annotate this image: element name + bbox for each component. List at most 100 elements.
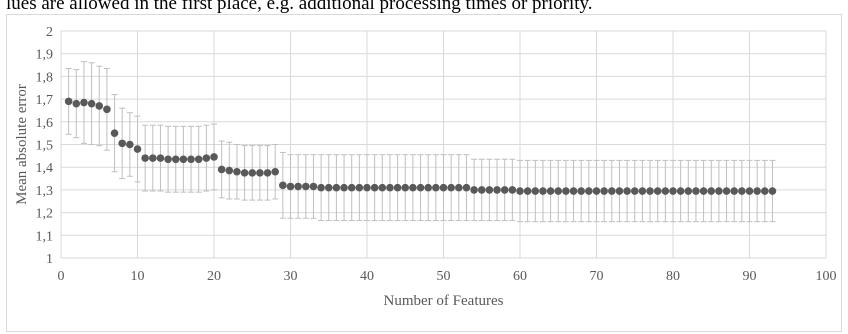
x-tick-label: 60 bbox=[513, 269, 527, 284]
data-point bbox=[707, 187, 716, 195]
data-point bbox=[240, 169, 249, 177]
data-point bbox=[477, 186, 486, 194]
data-point bbox=[110, 129, 119, 137]
data-point bbox=[133, 145, 142, 153]
data-point bbox=[546, 187, 555, 195]
data-point bbox=[156, 154, 165, 162]
error-bars bbox=[65, 61, 776, 223]
data-point bbox=[187, 155, 195, 164]
data-point bbox=[753, 187, 761, 195]
data-point bbox=[370, 183, 379, 192]
x-axis-title: Number of Features bbox=[384, 293, 504, 309]
data-point bbox=[531, 187, 540, 195]
data-point bbox=[447, 183, 455, 192]
data-point bbox=[194, 155, 203, 164]
data-point bbox=[80, 98, 88, 107]
x-tick-label: 0 bbox=[58, 269, 65, 284]
x-tick-label: 70 bbox=[590, 269, 604, 284]
data-point bbox=[722, 187, 731, 195]
data-point bbox=[462, 183, 471, 192]
data-point bbox=[286, 182, 295, 191]
y-axis-title: Mean absolute error bbox=[14, 84, 30, 205]
data-point bbox=[279, 181, 287, 190]
x-tick-label: 50 bbox=[437, 269, 451, 284]
data-point bbox=[401, 183, 410, 192]
y-tick-label: 1 bbox=[46, 252, 53, 267]
data-point bbox=[646, 187, 654, 195]
y-tick-label: 1,9 bbox=[36, 48, 54, 63]
data-point bbox=[638, 187, 647, 195]
data-point bbox=[302, 182, 310, 191]
data-point bbox=[118, 139, 126, 148]
data-point bbox=[409, 183, 417, 192]
data-point bbox=[363, 183, 371, 192]
data-point bbox=[684, 187, 693, 195]
data-point bbox=[256, 169, 264, 177]
data-point bbox=[95, 102, 104, 110]
data-point bbox=[653, 187, 662, 195]
y-axis-ticks: 1 1,1 1,2 1,3 1,4 1,5 1,6 1,7 1,8 1,9 2 bbox=[36, 25, 54, 267]
data-point bbox=[630, 187, 639, 195]
y-tick-label: 2 bbox=[46, 25, 53, 40]
data-point bbox=[455, 183, 463, 192]
data-point bbox=[715, 187, 723, 195]
data-point bbox=[500, 186, 509, 194]
x-tick-label: 100 bbox=[816, 269, 837, 284]
data-point bbox=[745, 187, 754, 195]
y-tick-label: 1,7 bbox=[36, 93, 54, 108]
data-point bbox=[569, 187, 578, 195]
data-point bbox=[87, 99, 96, 108]
data-point bbox=[347, 183, 356, 192]
data-point bbox=[608, 187, 616, 195]
data-point bbox=[493, 186, 501, 194]
x-axis-ticks: 0 10 20 30 40 50 60 70 80 90 100 bbox=[58, 269, 837, 284]
x-tick-label: 20 bbox=[207, 269, 221, 284]
data-point bbox=[615, 187, 624, 195]
data-point bbox=[126, 140, 134, 149]
data-point bbox=[317, 183, 325, 192]
data-point bbox=[248, 169, 257, 177]
x-tick-label: 80 bbox=[666, 269, 680, 284]
data-point bbox=[164, 155, 172, 164]
data-point bbox=[761, 187, 769, 195]
y-tick-label: 1,4 bbox=[36, 161, 54, 176]
data-point bbox=[103, 105, 111, 114]
data-point bbox=[332, 183, 341, 192]
data-point bbox=[562, 187, 570, 195]
data-point bbox=[539, 187, 547, 195]
data-point bbox=[470, 186, 478, 194]
data-point bbox=[485, 186, 494, 194]
data-point bbox=[309, 182, 318, 191]
data-point bbox=[592, 187, 601, 195]
data-point bbox=[217, 165, 226, 174]
data-point bbox=[141, 154, 149, 162]
data-point bbox=[676, 187, 685, 195]
data-point bbox=[386, 183, 394, 192]
y-tick-label: 1,2 bbox=[36, 207, 54, 222]
data-point bbox=[72, 99, 81, 108]
data-point bbox=[554, 187, 563, 195]
data-point bbox=[210, 153, 218, 161]
x-tick-label: 40 bbox=[360, 269, 374, 284]
data-point bbox=[263, 169, 272, 177]
data-point bbox=[424, 183, 433, 192]
data-point bbox=[294, 182, 302, 191]
data-point bbox=[233, 167, 241, 176]
data-point bbox=[669, 187, 677, 195]
data-points bbox=[64, 97, 777, 195]
data-point bbox=[523, 187, 532, 195]
y-tick-label: 1,3 bbox=[36, 184, 54, 199]
data-point bbox=[340, 183, 348, 192]
data-point bbox=[432, 183, 440, 192]
y-tick-label: 1,6 bbox=[36, 116, 54, 131]
data-point bbox=[355, 183, 364, 192]
data-point bbox=[202, 154, 211, 162]
x-tick-label: 90 bbox=[743, 269, 757, 284]
x-tick-label: 10 bbox=[131, 269, 145, 284]
data-point bbox=[378, 183, 387, 192]
caption-text: lues are allowed in the first place, e.g… bbox=[6, 0, 593, 14]
data-point bbox=[393, 183, 402, 192]
data-point bbox=[271, 167, 280, 176]
data-point bbox=[699, 187, 708, 195]
